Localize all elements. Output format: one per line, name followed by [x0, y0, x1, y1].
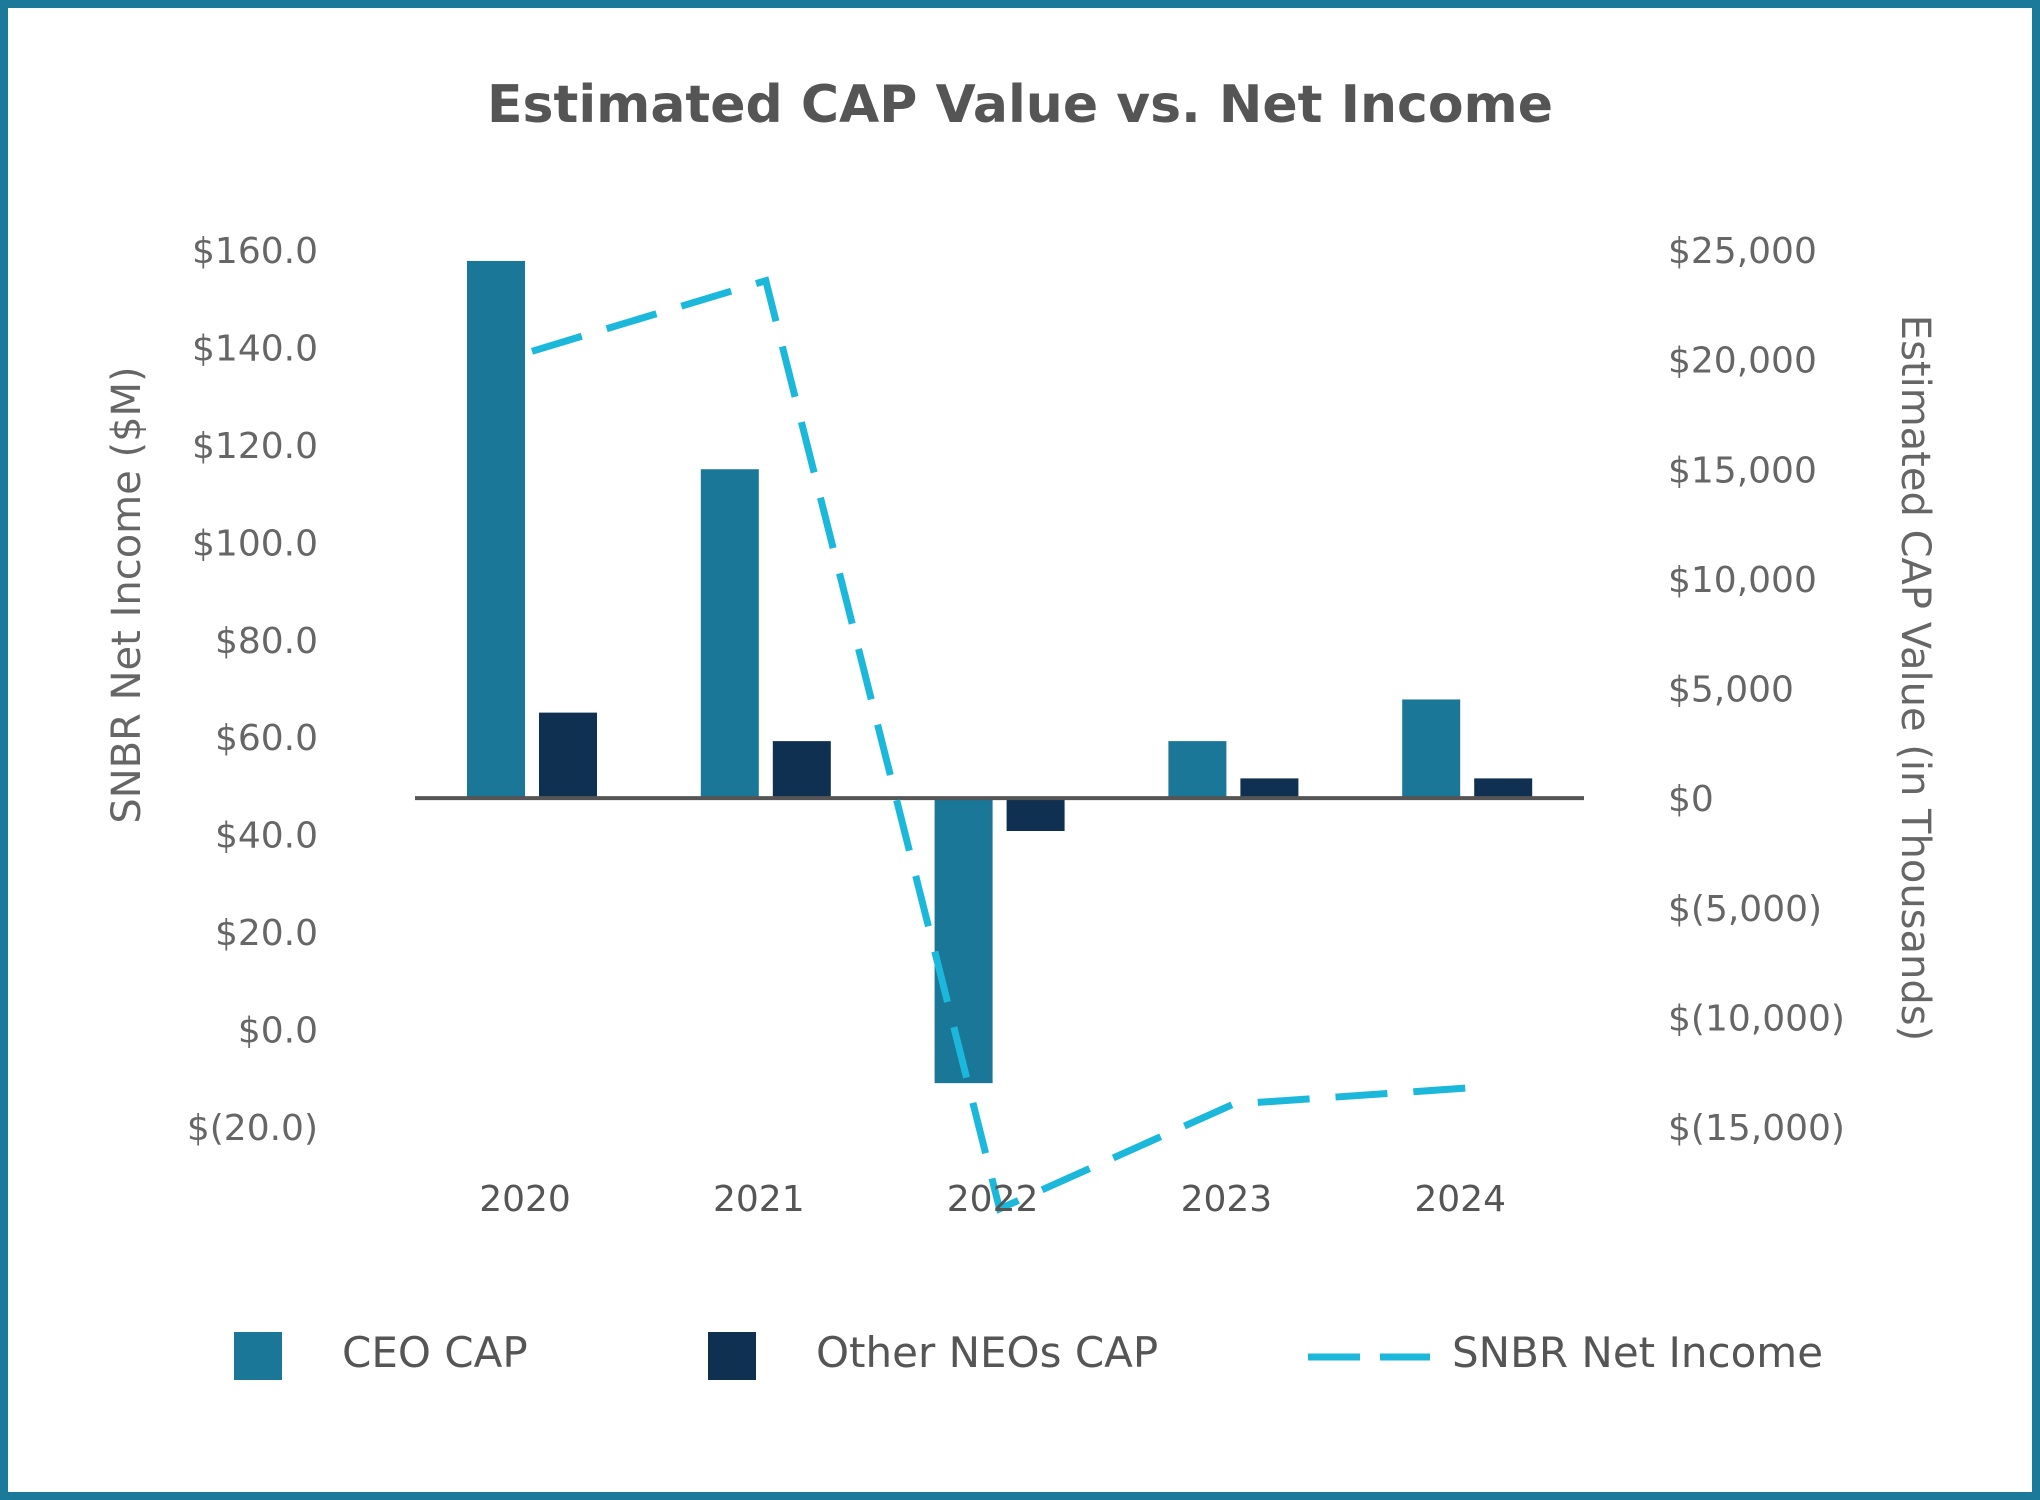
bars	[467, 260, 1533, 1084]
bar-ceo-cap-2023	[1168, 741, 1227, 799]
legend-ceo-cap-label: CEO CAP	[342, 1328, 528, 1377]
right-axis-label: Estimated CAP Value (in Thousands)	[1892, 315, 1938, 1041]
left-tick-label: $160.0	[192, 231, 318, 272]
bar-ceo-cap-2021	[700, 469, 759, 799]
chart-title: Estimated CAP Value vs. Net Income	[487, 75, 1553, 135]
category-labels: 2020 2021 2022 2023 2024	[479, 1179, 1506, 1220]
bar-other-neos-cap-2021	[772, 741, 831, 799]
right-axis-ticks: $25,000 $20,000 $15,000 $10,000 $5,000 $0 $(5,…	[1668, 231, 1845, 1149]
left-tick-label: $60.0	[215, 718, 318, 759]
right-tick-label: $25,000	[1668, 231, 1817, 272]
bar-ceo-cap-2022	[934, 798, 993, 1084]
right-tick-label: $10,000	[1668, 560, 1817, 601]
right-tick-label: $(10,000)	[1668, 998, 1845, 1039]
category-label-2023: 2023	[1181, 1179, 1273, 1220]
category-label-2024: 2024	[1414, 1179, 1506, 1220]
bar-ceo-cap-2020	[467, 260, 525, 799]
legend-other-neos-cap-label: Other NEOs CAP	[816, 1328, 1158, 1377]
right-tick-label: $0	[1668, 779, 1714, 820]
category-label-2020: 2020	[479, 1179, 571, 1220]
right-tick-label: $15,000	[1668, 450, 1817, 491]
bar-other-neos-cap-2022	[1006, 798, 1065, 832]
left-tick-label: $100.0	[192, 523, 318, 564]
category-label-2021: 2021	[713, 1179, 805, 1220]
right-tick-label: $5,000	[1668, 670, 1794, 711]
left-tick-label: $120.0	[192, 426, 318, 467]
legend-ceo-cap-swatch	[234, 1332, 282, 1380]
bar-other-neos-cap-2020	[539, 712, 597, 799]
legend-snbr-net-income-label: SNBR Net Income	[1452, 1328, 1823, 1377]
right-tick-label: $20,000	[1668, 341, 1817, 382]
legend-other-neos-cap-swatch	[708, 1332, 756, 1380]
right-tick-label: $(5,000)	[1668, 889, 1822, 930]
category-label-2022: 2022	[947, 1179, 1039, 1220]
left-tick-label: $80.0	[215, 621, 318, 662]
bar-ceo-cap-2024	[1402, 699, 1461, 799]
left-tick-label: $0.0	[238, 1011, 318, 1052]
right-tick-label: $(15,000)	[1668, 1108, 1845, 1149]
left-axis-ticks: $160.0 $140.0 $120.0 $100.0 $80.0 $60.0 $40.0 $…	[187, 231, 318, 1149]
bar-other-neos-cap-2023	[1240, 778, 1299, 799]
legend: CEO CAP Other NEOs CAP SNBR Net Income	[234, 1328, 1823, 1380]
left-tick-label: $140.0	[192, 328, 318, 369]
snbr-net-income-line	[530, 276, 1468, 1214]
left-tick-label: $(20.0)	[187, 1108, 318, 1149]
left-tick-label: $20.0	[215, 913, 318, 954]
bar-other-neos-cap-2024	[1474, 778, 1533, 799]
left-tick-label: $40.0	[215, 816, 318, 857]
left-axis-label: SNBR Net Income ($M)	[104, 366, 150, 823]
